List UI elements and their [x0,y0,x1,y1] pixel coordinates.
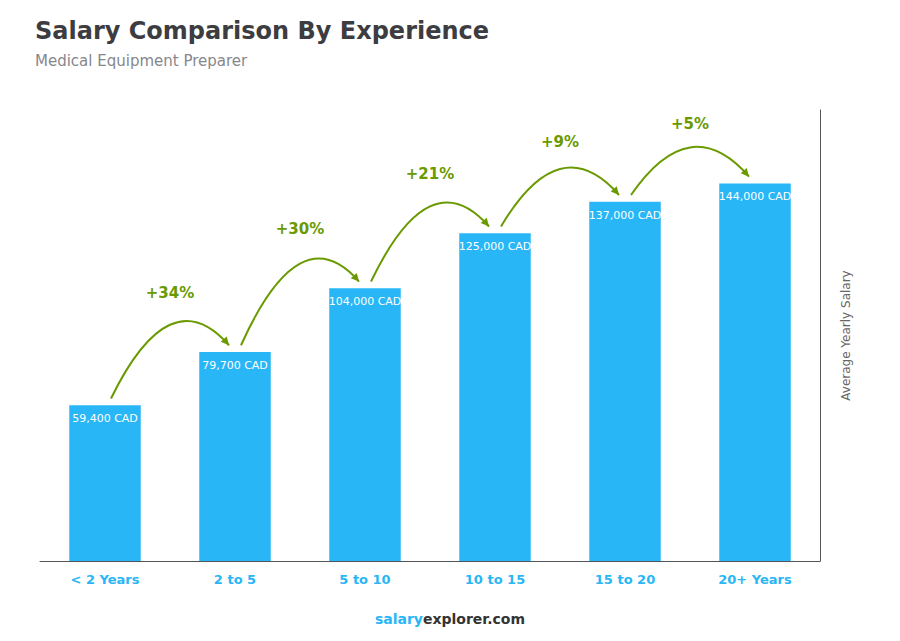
svg-text:15 to 20: 15 to 20 [595,572,655,587]
svg-text:125,000 CAD: 125,000 CAD [459,240,532,253]
svg-text:5 to 10: 5 to 10 [339,572,390,587]
svg-text:Salary Comparison By Experienc: Salary Comparison By Experience [35,17,489,45]
svg-text:59,400 CAD: 59,400 CAD [72,412,138,425]
svg-text:Average Yearly Salary: Average Yearly Salary [839,270,853,400]
svg-text:+21%: +21% [406,165,454,183]
svg-text:+5%: +5% [671,115,709,133]
svg-text:+9%: +9% [541,133,579,151]
svg-text:144,000 CAD: 144,000 CAD [719,190,792,203]
svg-text:137,000 CAD: 137,000 CAD [589,209,662,222]
svg-text:10 to 15: 10 to 15 [465,572,525,587]
svg-text:79,700 CAD: 79,700 CAD [202,359,268,372]
svg-text:104,000 CAD: 104,000 CAD [329,295,402,308]
svg-text:< 2 Years: < 2 Years [71,572,140,587]
svg-text:salary: salary [375,611,423,627]
svg-text:2 to 5: 2 to 5 [214,572,256,587]
svg-text:+30%: +30% [276,220,324,238]
svg-text:+34%: +34% [146,284,194,302]
svg-text:explorer.com: explorer.com [423,611,525,627]
svg-text:20+ Years: 20+ Years [718,572,792,587]
svg-text:Medical Equipment Preparer: Medical Equipment Preparer [35,52,248,70]
